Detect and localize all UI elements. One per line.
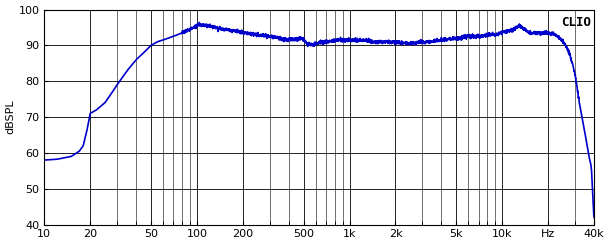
Y-axis label: dBSPL: dBSPL bbox=[5, 100, 16, 134]
Text: CLIO: CLIO bbox=[561, 16, 591, 29]
